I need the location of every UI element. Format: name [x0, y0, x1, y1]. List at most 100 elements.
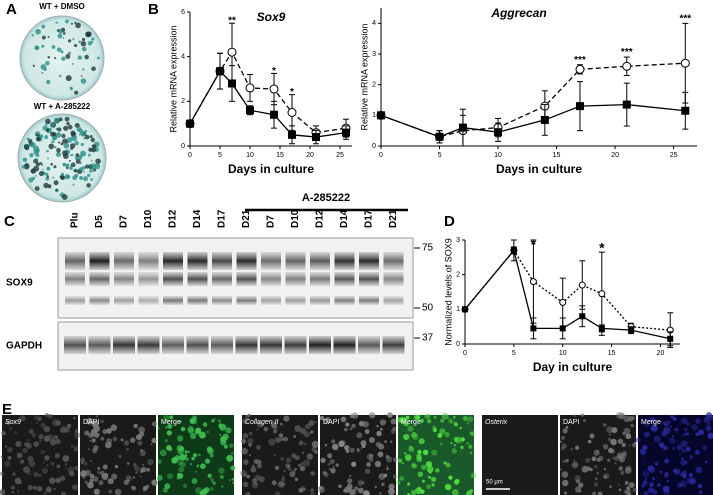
stain-spot	[50, 122, 54, 126]
cell	[245, 491, 251, 495]
cell	[594, 477, 598, 481]
stain-spot	[91, 147, 96, 153]
y-tick-label: 2	[456, 272, 460, 279]
cell	[164, 483, 171, 490]
cell	[441, 412, 449, 420]
cell	[125, 475, 132, 482]
data-point	[342, 128, 350, 137]
cell	[562, 428, 568, 434]
cell	[169, 415, 174, 420]
stain-spot	[51, 140, 54, 144]
cell	[324, 443, 328, 447]
cell	[213, 418, 216, 421]
cell	[74, 466, 79, 471]
cell	[37, 486, 43, 492]
cell	[223, 444, 228, 449]
data-point	[622, 61, 632, 71]
cell	[82, 476, 86, 480]
stain-spot	[91, 37, 95, 41]
cell	[141, 463, 145, 467]
x-tick-label: 20	[306, 152, 314, 159]
band	[65, 272, 85, 286]
cell	[38, 418, 41, 421]
cell	[593, 482, 599, 487]
cell	[196, 464, 200, 468]
cell	[43, 425, 51, 433]
cell	[86, 417, 94, 425]
cell	[625, 433, 632, 440]
x-tick-label: 5	[218, 152, 222, 159]
cell	[118, 454, 122, 459]
data-point	[681, 106, 690, 115]
cell	[72, 416, 76, 420]
cell	[332, 465, 335, 468]
band	[88, 336, 111, 354]
cell	[243, 459, 249, 466]
band	[212, 252, 232, 270]
cell	[206, 446, 213, 452]
cell	[466, 490, 472, 495]
band	[64, 336, 86, 354]
cell	[300, 461, 305, 466]
lane-label: D5	[94, 215, 105, 228]
data-point	[598, 290, 606, 298]
cell	[108, 489, 113, 494]
x-tick-label: 25	[336, 152, 344, 159]
stain-spot	[76, 126, 82, 132]
data-point	[510, 247, 517, 254]
cell	[331, 443, 339, 451]
data-point	[270, 110, 278, 119]
panel-label: B	[148, 1, 159, 18]
cell	[360, 440, 367, 447]
cell	[561, 471, 569, 478]
cell	[559, 440, 563, 444]
stain-spot	[55, 21, 58, 24]
cell	[330, 467, 336, 474]
stain-spot	[52, 132, 57, 137]
cell	[107, 478, 114, 485]
lane-label: D17	[217, 209, 228, 228]
band	[114, 296, 134, 305]
stain-spot	[54, 57, 57, 60]
cell	[644, 431, 651, 438]
cell	[466, 441, 469, 445]
cell	[705, 425, 712, 432]
stain-spot	[41, 71, 44, 74]
cell	[38, 434, 44, 440]
stain-spot	[78, 133, 81, 136]
cell	[628, 444, 631, 447]
cell	[241, 447, 248, 455]
significance: *	[599, 239, 605, 255]
cell	[95, 415, 99, 418]
cell	[0, 489, 6, 495]
cell	[352, 490, 357, 495]
cell	[331, 439, 336, 444]
x-tick-label: 0	[188, 152, 192, 159]
size-marker: 75	[422, 243, 434, 254]
band	[285, 252, 306, 270]
cell	[191, 478, 198, 484]
cell	[653, 435, 661, 443]
x-axis-label: Day in culture	[533, 360, 613, 374]
cell	[659, 470, 663, 474]
stain-spot	[64, 116, 70, 122]
cell	[688, 472, 693, 478]
cell	[609, 485, 613, 489]
cell	[439, 428, 446, 435]
cell	[430, 476, 437, 482]
cell	[278, 433, 284, 438]
stain-spot	[66, 174, 71, 179]
cell	[84, 430, 90, 436]
cell	[184, 450, 188, 454]
cell	[657, 483, 661, 487]
cell	[403, 433, 410, 441]
cell	[344, 444, 350, 451]
cell	[379, 427, 383, 431]
cell	[397, 458, 403, 463]
stain-spot	[67, 124, 73, 130]
band	[89, 252, 110, 270]
cell	[256, 445, 261, 450]
band	[163, 252, 183, 270]
cell	[643, 491, 649, 495]
cell	[87, 447, 90, 451]
